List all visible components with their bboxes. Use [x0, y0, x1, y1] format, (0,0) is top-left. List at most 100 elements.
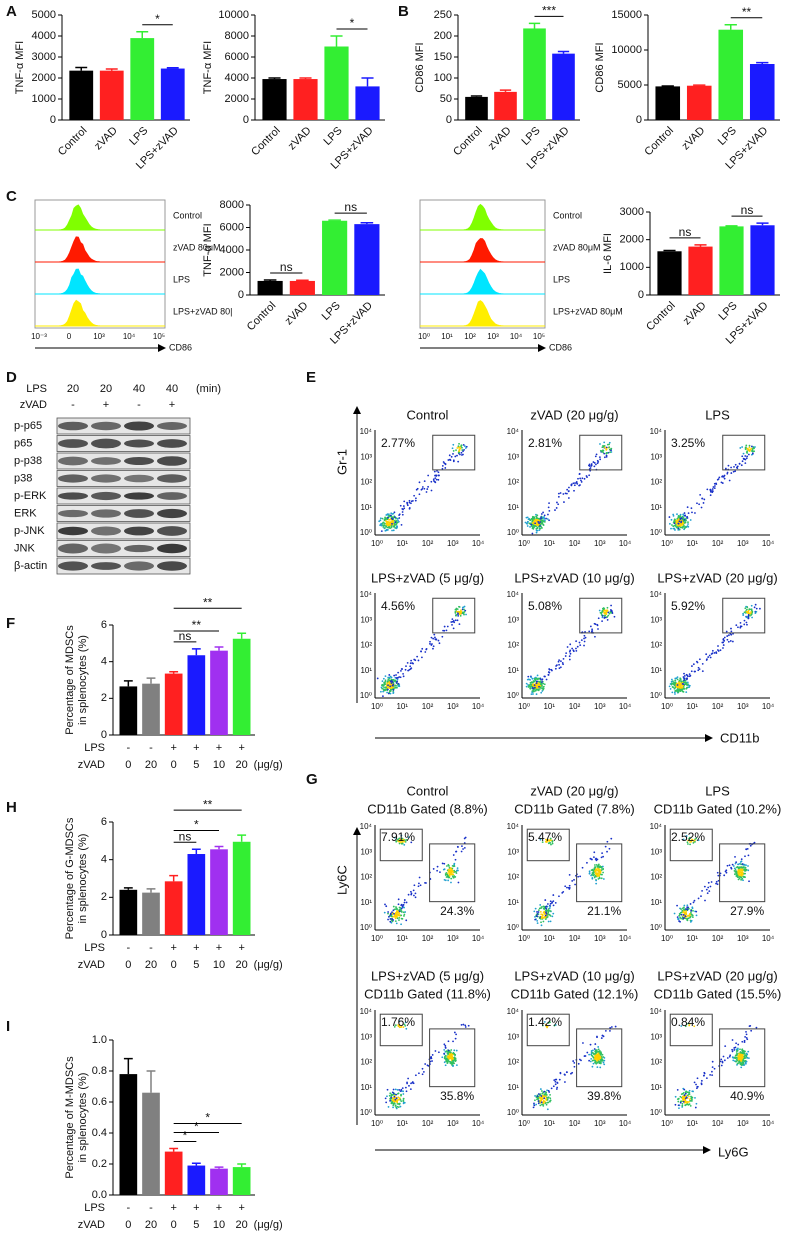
y-axis-label: in splenocytes (%) [77, 834, 89, 924]
flow-event [546, 1098, 549, 1101]
flow-event [599, 1066, 602, 1069]
flow-event [458, 450, 460, 453]
flow-event [437, 639, 440, 642]
flow-event [443, 1052, 446, 1055]
flow-event [688, 1103, 691, 1106]
x-row-value: 20 [236, 1219, 248, 1231]
flow-event [543, 514, 546, 517]
flow-event [451, 447, 454, 450]
significance-label: * [194, 1120, 199, 1134]
flow-event [569, 649, 572, 652]
flow-event [400, 1088, 403, 1091]
flow-event [392, 519, 395, 522]
flow-event [710, 881, 713, 883]
flow-event [534, 907, 537, 910]
flow-gate-label: 2.77% [381, 436, 415, 450]
flow-event [448, 872, 451, 874]
flow-event [741, 869, 743, 872]
flow-event [526, 521, 529, 523]
significance-label: * [155, 12, 160, 26]
y-tick-label: 8000 [220, 199, 244, 211]
y-tick-label: 0 [638, 289, 644, 301]
flow-title: CD11b Gated (8.8%) [367, 801, 487, 816]
flow-event [559, 492, 562, 494]
flow-x-tick-label: 10⁴ [762, 539, 775, 548]
flow-event [392, 529, 395, 532]
flow-y-tick-label: 10⁰ [507, 691, 519, 700]
bar [130, 38, 155, 120]
flow-event [735, 1054, 738, 1057]
flow-event [746, 452, 749, 454]
flow-event [544, 1095, 547, 1098]
flow-event [448, 1054, 451, 1057]
flow-event [393, 836, 396, 839]
flow-event [571, 647, 574, 650]
y-tick-label: 1000 [32, 93, 56, 105]
flow-event [592, 874, 595, 877]
flow-gate-label: 1.42% [528, 1015, 562, 1029]
flow-title: LPS+zVAD (5 μg/g) [371, 570, 484, 585]
flow-event [727, 640, 730, 643]
flow-event [590, 1057, 593, 1060]
flow-event [397, 839, 399, 842]
flow-y-tick-label: 10¹ [360, 1083, 372, 1092]
y-tick-label: 0 [446, 114, 452, 126]
blot-header-value: 40 [133, 383, 145, 395]
flow-event [597, 1046, 600, 1048]
flow-event [689, 903, 692, 905]
flow-event [731, 640, 734, 643]
error-bar [360, 222, 374, 225]
flow-event [599, 1051, 602, 1054]
flow-event [735, 874, 738, 877]
bar [210, 849, 228, 935]
flow-event [411, 662, 414, 664]
y-tick-label: 6000 [220, 221, 244, 233]
flow-event [446, 625, 449, 628]
flow-event [671, 691, 674, 694]
panel-label: A [6, 3, 17, 20]
flow-gate [526, 828, 570, 862]
flow-event [606, 840, 609, 843]
flow-y-tick-label: 10⁰ [507, 528, 519, 537]
flow-event [547, 673, 550, 676]
flow-event [579, 644, 582, 646]
bar [210, 1168, 228, 1195]
flow-event [391, 522, 393, 525]
flow-event [379, 690, 382, 693]
histogram-axis-label: CD86 [169, 342, 192, 352]
flow-event [536, 529, 539, 532]
flow-event [729, 1054, 732, 1057]
flow-event [590, 874, 593, 877]
flow-y-tick-label: 10¹ [650, 898, 662, 907]
flow-event [543, 519, 546, 522]
x-tick-label: Control [642, 125, 676, 159]
flow-event [396, 1092, 399, 1095]
flow-event [601, 865, 604, 868]
flow-event [674, 679, 677, 682]
flow-event [599, 871, 602, 874]
flow-event [707, 881, 710, 884]
flow-event [541, 1098, 544, 1101]
flow-event [549, 902, 552, 905]
flow-event [548, 519, 551, 522]
flow-event [437, 1051, 440, 1054]
flow-x-tick-label: 10³ [447, 702, 459, 711]
flow-event [686, 908, 689, 911]
flow-event [541, 841, 544, 844]
flow-event [438, 474, 440, 477]
flow-event [676, 513, 678, 516]
flow-event [677, 527, 680, 530]
flow-event [389, 920, 392, 923]
flow-event [444, 1064, 447, 1067]
blot-band [91, 491, 121, 501]
flow-event [388, 679, 391, 682]
flow-event [746, 623, 748, 626]
flow-event [686, 919, 689, 922]
flow-event [548, 914, 551, 916]
flow-event [735, 1048, 738, 1051]
flow-event [398, 916, 401, 919]
flow-event [407, 669, 410, 672]
flow-y-tick-label: 10⁴ [507, 590, 520, 599]
flow-event [683, 512, 686, 514]
flow-event [460, 451, 463, 454]
